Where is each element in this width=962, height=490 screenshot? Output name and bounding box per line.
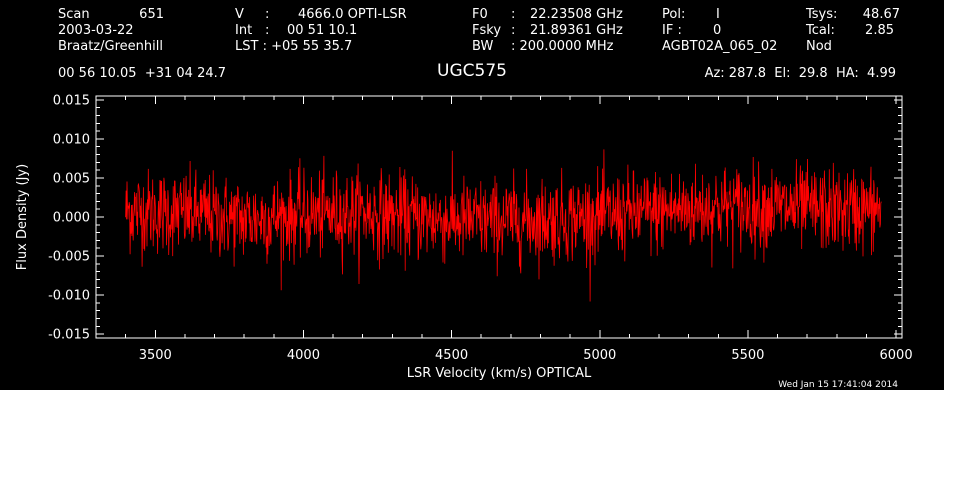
x-axis-label: LSR Velocity (km/s) OPTICAL — [407, 366, 592, 381]
scan-number: 651 — [139, 7, 164, 22]
fsky-value: 21.89361 GHz — [530, 23, 623, 38]
observation-date: 2003-03-22 — [58, 23, 134, 38]
y-axis-label: Flux Density (Jy) — [15, 164, 30, 270]
spectrum-series — [125, 149, 882, 302]
source-coordinates: 00 56 10.05 +31 04 24.7 — [58, 66, 227, 81]
tcal-value: 2.85 — [865, 23, 894, 38]
polarization-value: I — [716, 7, 720, 22]
bandwidth-label: BW — [472, 39, 494, 54]
if-value: 0 — [713, 23, 722, 38]
if-label: IF : — [662, 23, 682, 38]
tsys-value: 48.67 — [862, 7, 900, 22]
spectrum-chart: 3500 4000 4500 5000 5500 6000 0.015 0.010 0.005 0… — [15, 93, 913, 381]
x-tick-label: 5500 — [731, 348, 764, 363]
y-tick-label: -0.010 — [48, 289, 90, 304]
integration-value: 00 51 10.1 — [287, 23, 358, 38]
x-tick-label: 5000 — [583, 348, 616, 363]
polarization-label: Pol: — [662, 7, 686, 22]
velocity-value: 4666.0 OPTI-LSR — [298, 7, 407, 22]
y-tick-label: 0.010 — [53, 132, 90, 147]
fsky-label: Fsky — [472, 23, 502, 38]
lst-value: LST : +05 55 35.7 — [235, 39, 353, 54]
scan-label: Scan — [58, 7, 90, 22]
f0-value: 22.23508 GHz — [530, 7, 623, 22]
timestamp: Wed Jan 15 17:41:04 2014 — [778, 380, 898, 390]
y-tick-label: 0.015 — [53, 93, 90, 108]
tsys-label: Tsys: — [806, 7, 838, 22]
x-tick-label: 3500 — [139, 348, 172, 363]
x-tick-label: 4000 — [287, 348, 320, 363]
y-tick-label: -0.005 — [48, 250, 90, 265]
bandwidth-value: : 200.0000 MHz — [511, 39, 614, 54]
tcal-label: Tcal: — [806, 23, 835, 38]
y-tick-label: 0.005 — [53, 171, 90, 186]
chart-title: UGC575 — [437, 61, 507, 81]
observers: Braatz/Greenhill — [58, 39, 163, 54]
project-id: AGBT02A_065_02 — [662, 39, 778, 54]
y-tick-label: 0.000 — [53, 211, 90, 226]
az-el-ha: Az: 287.8 El: 29.8 HA: 4.99 — [704, 66, 896, 81]
x-tick-label: 4500 — [435, 348, 468, 363]
velocity-label: V — [235, 7, 244, 22]
observing-mode: Nod — [806, 39, 832, 54]
y-tick-label: -0.015 — [48, 328, 90, 343]
x-tick-label: 6000 — [880, 348, 913, 363]
f0-label: F0 — [472, 7, 488, 22]
integration-label: Int — [235, 23, 253, 38]
